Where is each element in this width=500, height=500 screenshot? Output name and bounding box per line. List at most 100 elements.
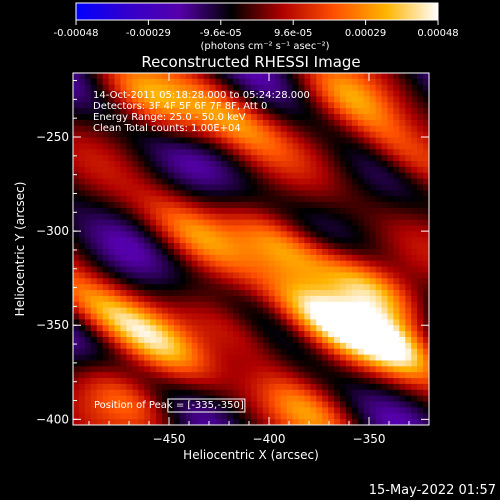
heatmap-cell (167, 378, 175, 385)
heatmap-cell (209, 243, 216, 250)
heatmap-cell (304, 131, 311, 139)
heatmap-cell (310, 119, 317, 127)
heatmap-cell (417, 378, 424, 385)
heatmap-cell (185, 114, 193, 121)
heatmap-cell (209, 108, 216, 115)
heatmap-cell (262, 213, 270, 221)
heatmap-cell (150, 378, 157, 385)
heatmap-cell (96, 290, 104, 297)
heatmap-cell (304, 348, 311, 356)
heatmap-cell (221, 249, 228, 256)
heatmap-cell (417, 354, 424, 362)
heatmap-cell (179, 108, 187, 115)
heatmap-cell (179, 190, 187, 197)
heatmap-cell (345, 354, 353, 362)
heatmap-cell (369, 295, 377, 303)
heatmap-cell (191, 137, 199, 144)
heatmap-cell (274, 419, 282, 425)
heatmap-cell (215, 237, 222, 244)
heatmap-cell (233, 219, 240, 227)
heatmap-cell (304, 213, 311, 221)
heatmap-cell (262, 219, 270, 227)
heatmap-cell (162, 155, 169, 162)
heatmap-cell (233, 131, 240, 139)
heatmap-cell (351, 196, 359, 203)
heatmap-cell (328, 219, 335, 227)
heatmap-cell (132, 231, 139, 238)
heatmap-cell (393, 307, 400, 315)
heatmap-cell (78, 366, 86, 373)
heatmap-cell (73, 119, 80, 127)
heatmap-cell (357, 372, 365, 379)
heatmap-cell (167, 278, 175, 285)
heatmap-cell (340, 166, 347, 174)
heatmap-cell (108, 196, 116, 203)
heatmap-cell (310, 342, 317, 350)
heatmap-cell (280, 348, 288, 356)
heatmap-cell (251, 401, 258, 408)
heatmap-cell (310, 284, 317, 291)
heatmap-cell (298, 319, 305, 326)
heatmap-cell (138, 184, 145, 191)
heatmap-cell (393, 131, 400, 139)
heatmap-cell (316, 96, 323, 103)
heatmap-cell (328, 225, 335, 232)
heatmap-cell (393, 237, 400, 244)
heatmap-cell (132, 419, 139, 425)
heatmap-cell (173, 307, 181, 315)
heatmap-cell (138, 143, 145, 150)
heatmap-cell (203, 143, 211, 150)
heatmap-cell (375, 325, 383, 332)
heatmap-cell (233, 114, 240, 121)
heatmap-cell (351, 90, 359, 98)
heatmap-cell (73, 366, 80, 373)
heatmap-cell (351, 207, 359, 215)
heatmap-cell (96, 266, 104, 274)
heatmap-cell (162, 137, 169, 144)
heatmap-cell (96, 231, 104, 238)
heatmap-cell (387, 155, 394, 162)
heatmap-cell (78, 184, 86, 191)
heatmap-cell (126, 149, 133, 156)
heatmap-cell (96, 348, 104, 356)
heatmap-cell (399, 278, 406, 285)
heatmap-cell (185, 372, 193, 379)
heatmap-cell (126, 155, 133, 162)
heatmap-cell (120, 155, 127, 162)
heatmap-cell (203, 108, 211, 115)
heatmap-cell (310, 102, 317, 109)
heatmap-cell (227, 225, 234, 232)
heatmap-cell (251, 307, 258, 315)
heatmap-cell (138, 407, 145, 414)
heatmap-cell (298, 395, 305, 403)
heatmap-cell (334, 155, 341, 162)
heatmap-cell (167, 307, 175, 315)
heatmap-cell (405, 348, 412, 356)
heatmap-cell (411, 114, 418, 121)
heatmap-cell (387, 207, 394, 215)
heatmap-cell (334, 419, 341, 425)
heatmap-cell (96, 278, 104, 285)
heatmap-cell (369, 155, 377, 162)
heatmap-cell (334, 184, 341, 191)
heatmap-cell (120, 161, 127, 168)
heatmap-cell (375, 84, 383, 92)
heatmap-cell (381, 84, 389, 92)
heatmap-cell (262, 342, 270, 350)
heatmap-cell (96, 90, 104, 98)
heatmap-cell (310, 272, 317, 279)
heatmap-cell (369, 131, 377, 139)
heatmap-cell (73, 166, 80, 174)
heatmap-cell (274, 389, 282, 397)
heatmap-cell (126, 249, 133, 256)
heatmap-cell (340, 342, 347, 350)
heatmap-cell (96, 219, 104, 227)
heatmap-cell (114, 143, 122, 150)
heatmap-cell (369, 413, 377, 420)
heatmap-cell (108, 413, 116, 420)
heatmap-cell (227, 155, 234, 162)
heatmap-cell (328, 125, 335, 133)
heatmap-cell (126, 225, 133, 232)
heatmap-cell (120, 237, 127, 244)
heatmap-cell (316, 284, 323, 291)
